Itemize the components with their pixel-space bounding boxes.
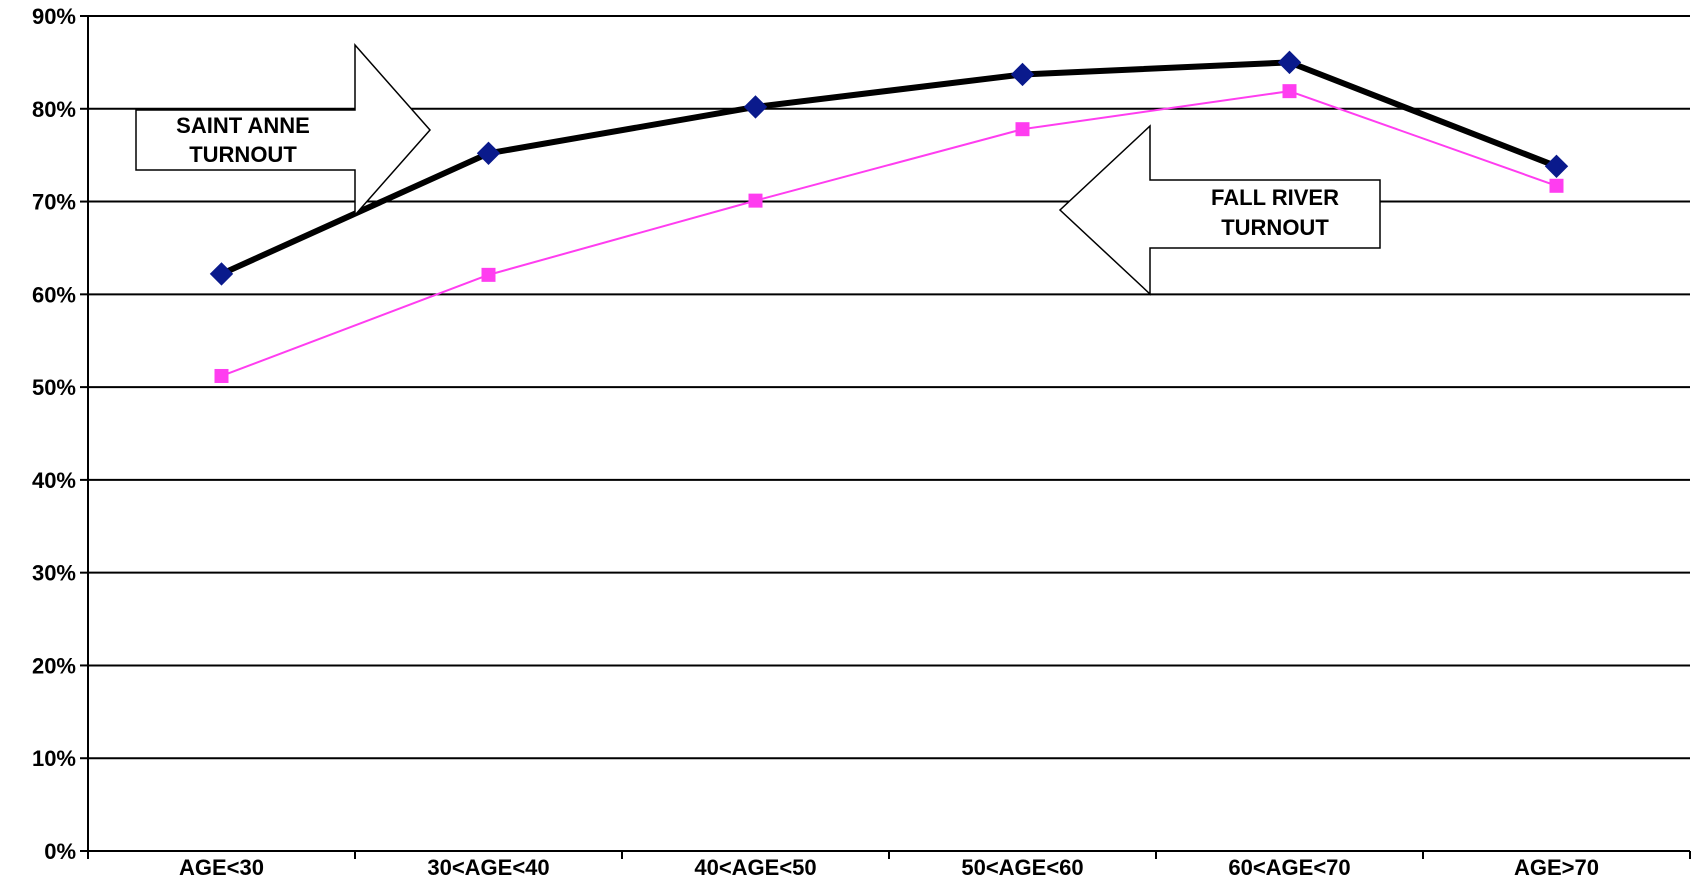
data-point-square: [1015, 122, 1030, 137]
right-arrow-shape: [135, 43, 432, 217]
y-tick-label: 90%: [32, 4, 76, 29]
data-point-diamond: [1544, 154, 1569, 179]
saint-anne-callout-line2: TURNOUT: [189, 142, 297, 167]
data-point-diamond: [476, 141, 501, 166]
x-tick-label: 60<AGE<70: [1228, 855, 1350, 880]
data-point-diamond: [1277, 50, 1302, 75]
y-tick-label: 10%: [32, 746, 76, 771]
y-tick-labels: 0% 10% 20% 30% 40% 50% 60% 70% 80% 90%: [32, 4, 76, 864]
y-tick-label: 0%: [44, 839, 76, 864]
x-tick-label: AGE<30: [179, 855, 264, 880]
series-lines: [220, 59, 1558, 377]
fall-river-callout-line1: FALL RIVER: [1211, 185, 1339, 210]
series-line: [220, 59, 1558, 277]
data-point-square: [748, 193, 763, 208]
data-point-square: [1549, 178, 1564, 193]
y-tick-label: 30%: [32, 561, 76, 586]
saint-anne-callout: SAINT ANNE TURNOUT: [135, 43, 432, 217]
x-tick-label: 40<AGE<50: [694, 855, 816, 880]
y-tick-label: 50%: [32, 375, 76, 400]
data-point-diamond: [1010, 62, 1035, 87]
y-tick-label: 60%: [32, 282, 76, 307]
y-tick-label: 70%: [32, 190, 76, 215]
saint-anne-callout-line1: SAINT ANNE: [176, 113, 310, 138]
data-point-square: [214, 368, 229, 383]
x-tick-label: AGE>70: [1514, 855, 1599, 880]
data-point-square: [1282, 84, 1297, 99]
fall-river-callout: FALL RIVER TURNOUT: [1058, 124, 1381, 296]
fall-river-callout-line2: TURNOUT: [1221, 215, 1329, 240]
x-tick-label: 30<AGE<40: [427, 855, 549, 880]
data-point-square: [481, 267, 496, 282]
x-tick-label: 50<AGE<60: [961, 855, 1083, 880]
y-tick-label: 20%: [32, 653, 76, 678]
y-tick-label: 80%: [32, 97, 76, 122]
axes: [80, 15, 1691, 859]
data-point-diamond: [209, 262, 234, 286]
left-arrow-shape: [1058, 124, 1381, 296]
series-markers: [209, 50, 1569, 383]
y-tick-label: 40%: [32, 468, 76, 493]
data-point-diamond: [743, 95, 768, 119]
x-tick-labels: AGE<30 30<AGE<40 40<AGE<50 50<AGE<60 60<AGE<…: [179, 855, 1599, 880]
series-line: [221, 90, 1557, 377]
